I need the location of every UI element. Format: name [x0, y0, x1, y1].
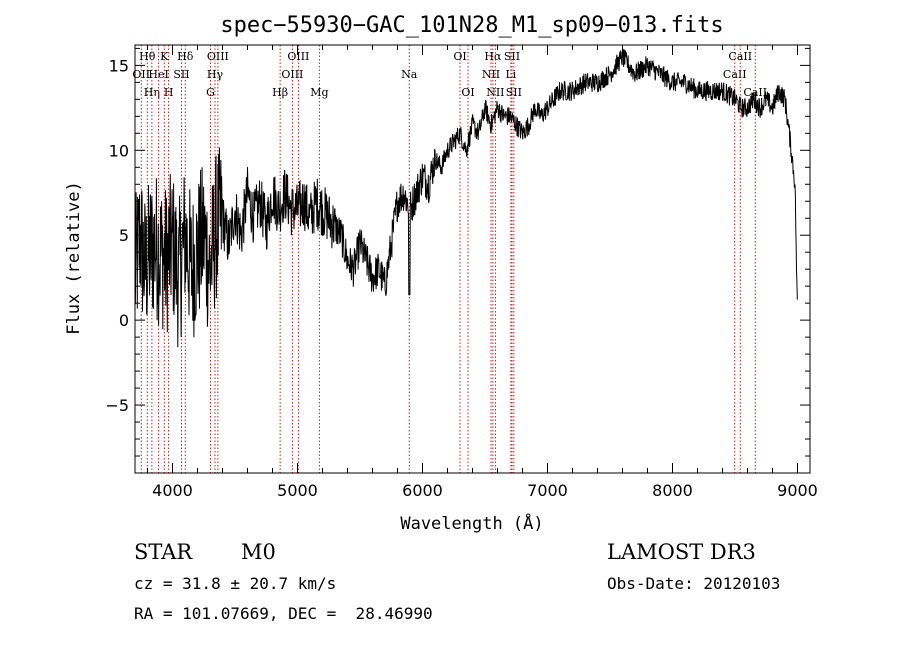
x-tick-label: 4000: [152, 481, 193, 500]
line-marker-label: Hα: [484, 50, 502, 63]
y-tick-labels: −5 0 5 10 15: [105, 56, 129, 415]
line-marker-label: Hδ: [177, 50, 194, 63]
x-tick-label: 6000: [402, 481, 443, 500]
x-axis-label: Wavelength (Å): [400, 512, 543, 534]
line-marker-label: H: [164, 86, 174, 99]
x-tick-label: 5000: [277, 481, 318, 500]
line-marker-label: NII: [482, 68, 500, 81]
y-tick-label: 15: [109, 56, 129, 75]
line-marker-label: OIII: [207, 50, 229, 63]
line-marker-label: Hβ: [272, 86, 288, 99]
line-marker-label: OI: [461, 86, 474, 99]
line-marker-label: CaII: [743, 86, 767, 99]
x-tick-labels: 4000 5000 6000 7000 8000 9000: [152, 481, 818, 500]
line-marker-label: SII: [504, 50, 520, 63]
line-marker-label: CaII: [723, 68, 747, 81]
line-marker-label: NII: [486, 86, 504, 99]
chart-title: spec−55930−GAC_101N28_M1_sp09−013.fits: [220, 13, 723, 38]
y-tick-label: 5: [119, 226, 129, 245]
x-tick-label: 8000: [652, 481, 693, 500]
line-marker-label: Hη: [144, 86, 160, 99]
line-marker-label: OI: [453, 50, 466, 63]
y-axis-label: Flux (relative): [64, 181, 84, 335]
observation-date: Obs-Date: 20120103: [607, 574, 781, 593]
survey-label: LAMOST DR3: [607, 540, 756, 564]
y-tick-label: 0: [119, 311, 129, 330]
y-tick-label: 10: [109, 141, 129, 160]
line-marker-label: K: [160, 50, 169, 63]
x-tick-label: 9000: [777, 481, 818, 500]
flux-series-line: [134, 47, 798, 348]
line-marker-label: OIII: [287, 50, 309, 63]
line-marker-label: SII: [173, 68, 189, 81]
line-marker-label: OII: [132, 68, 150, 81]
plot-frame: [134, 44, 811, 474]
line-marker-label: Hθ: [139, 50, 156, 63]
y-tick-label: −5: [105, 396, 129, 415]
line-marker-label: Hγ: [207, 68, 224, 81]
line-marker-label: Mg: [310, 86, 328, 99]
line-marker-label: OIII: [281, 68, 303, 81]
redshift-cz: cz = 31.8 ± 20.7 km/s: [134, 574, 337, 593]
object-subclass: M0: [241, 540, 276, 564]
x-tick-label: 7000: [527, 481, 568, 500]
line-marker-label: G: [206, 86, 215, 99]
line-marker-label: HeI: [148, 68, 168, 81]
line-marker-label: Na: [401, 68, 418, 81]
line-marker-label: SII: [506, 86, 522, 99]
line-marker-label: CaII: [728, 50, 752, 63]
coordinates: RA = 101.07669, DEC = 28.46990: [134, 604, 433, 623]
tick-marks: [135, 45, 810, 473]
object-class: STAR: [134, 540, 193, 564]
line-marker-label: Li: [505, 68, 516, 81]
